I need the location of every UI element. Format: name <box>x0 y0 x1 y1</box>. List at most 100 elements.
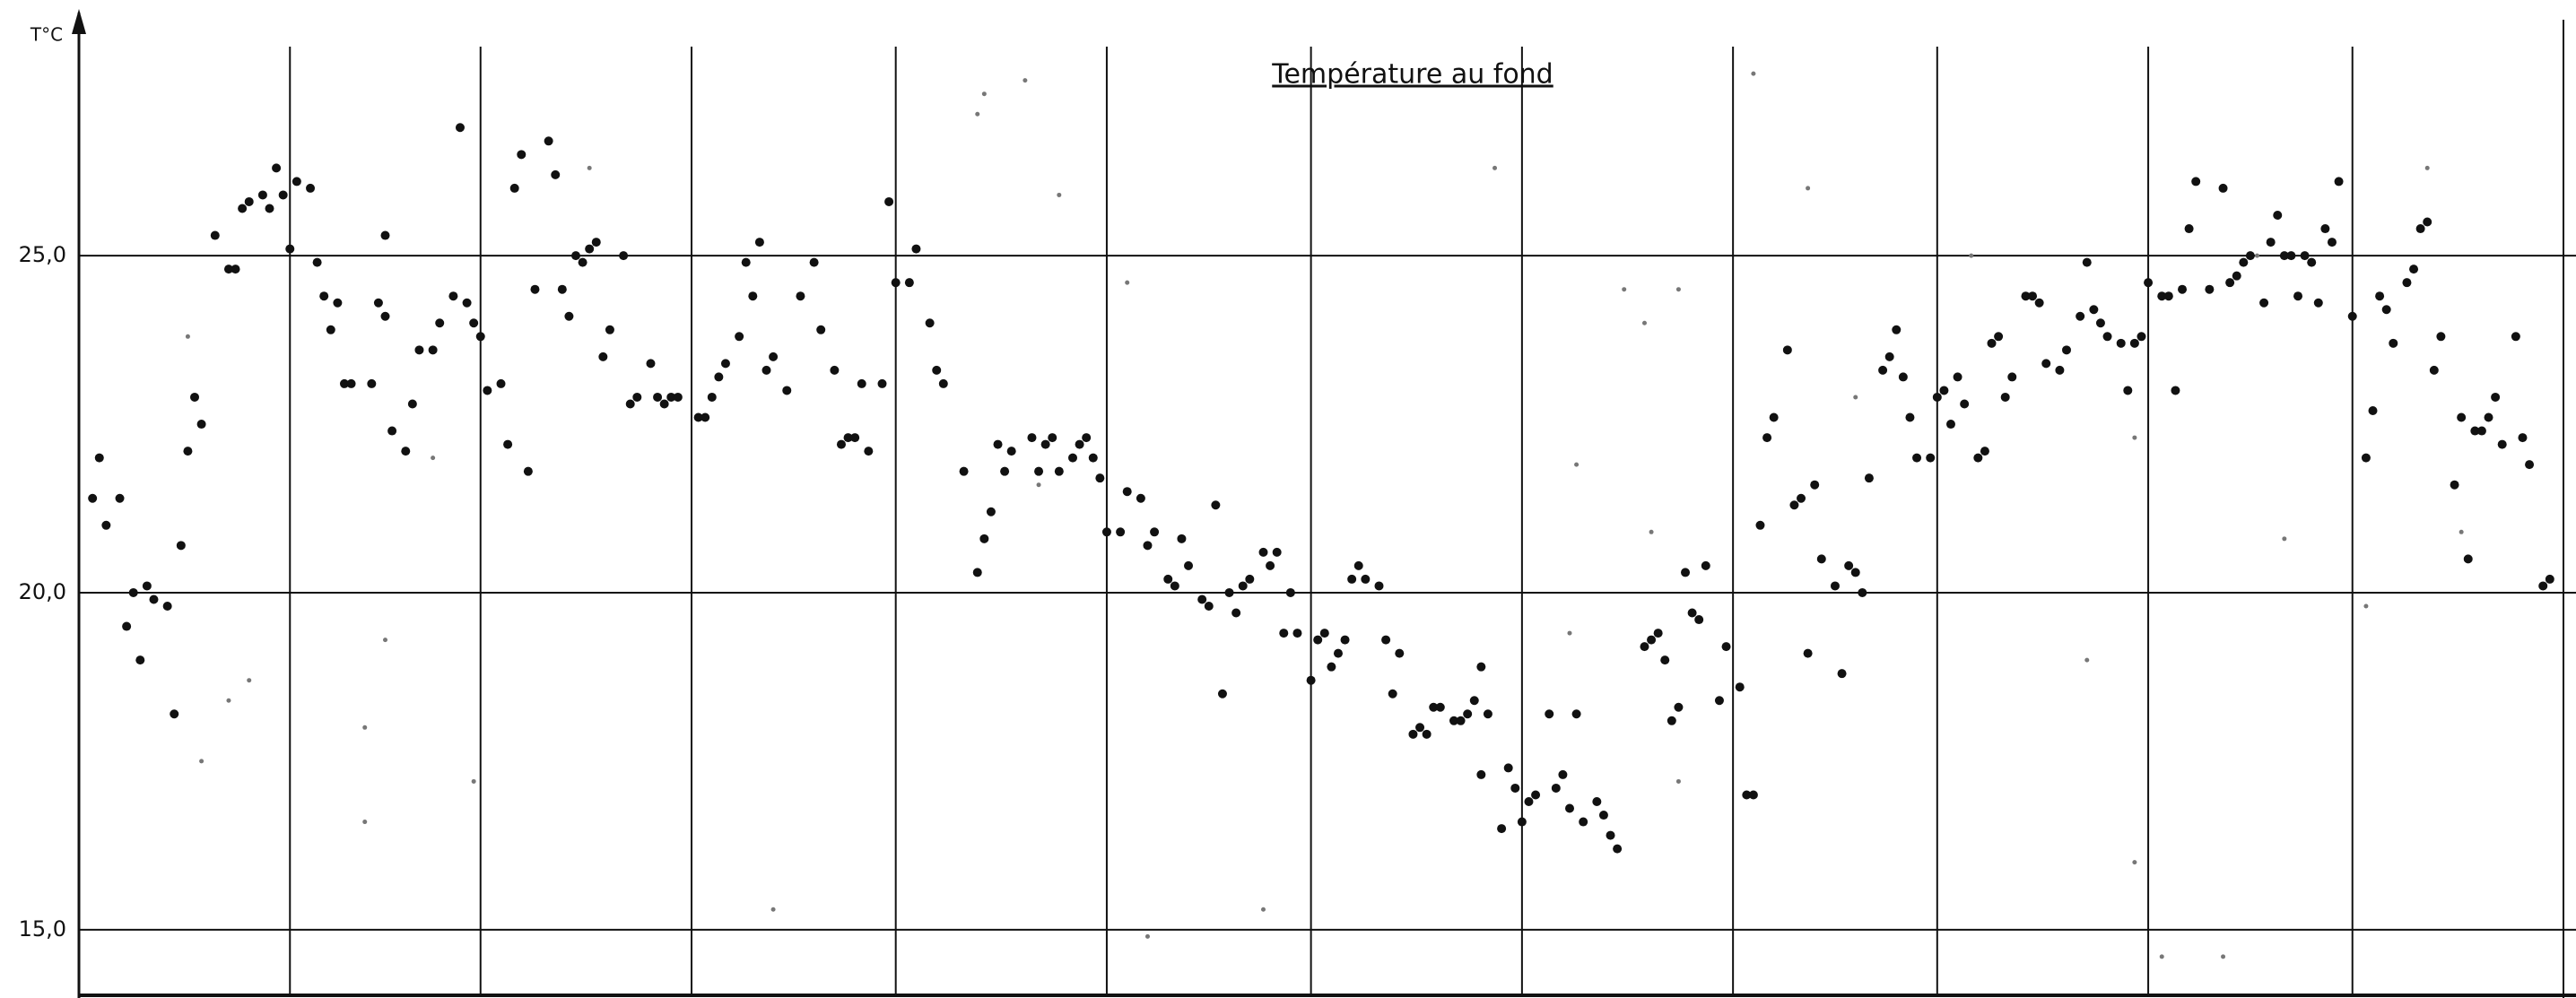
data-point <box>2007 372 2017 382</box>
faint-point <box>362 725 368 730</box>
data-point <box>2450 480 2459 490</box>
data-point <box>2334 177 2344 187</box>
data-point <box>1714 696 1724 706</box>
data-point <box>1524 797 1534 806</box>
data-point <box>2525 460 2535 470</box>
data-point <box>523 466 533 476</box>
data-point <box>2041 359 2051 369</box>
faint-point <box>1567 630 1572 636</box>
data-point <box>1313 635 1323 645</box>
data-point <box>591 238 601 247</box>
data-point <box>1231 608 1241 618</box>
faint-point <box>2254 253 2259 258</box>
data-point <box>319 291 329 301</box>
faint-point <box>199 759 205 764</box>
data-point <box>1000 466 1010 476</box>
data-point <box>1054 466 1064 476</box>
faint-point <box>383 638 388 643</box>
data-point <box>557 284 567 294</box>
faint-point <box>1036 482 1041 488</box>
y-tick-label: 20,0 <box>19 579 66 604</box>
data-point <box>1898 372 1908 382</box>
data-point <box>1027 433 1037 443</box>
faint-point <box>1260 907 1266 912</box>
data-point <box>959 466 969 476</box>
faint-point <box>1649 529 1654 534</box>
data-point <box>509 183 519 193</box>
data-point <box>2239 257 2249 267</box>
data-point <box>714 372 724 382</box>
data-point <box>2021 291 2031 301</box>
data-point <box>101 520 111 530</box>
data-point <box>1272 547 1282 557</box>
data-point <box>1095 473 1105 483</box>
faint-point <box>1641 320 1647 325</box>
data-point <box>816 325 826 334</box>
data-point <box>1217 689 1227 699</box>
data-point <box>1143 541 1153 551</box>
data-point <box>1640 642 1649 652</box>
data-point <box>1987 338 1997 348</box>
data-point <box>1606 830 1615 840</box>
faint-point <box>2132 860 2137 865</box>
data-point <box>2137 332 2146 342</box>
data-point <box>741 257 751 267</box>
data-point <box>2368 406 2378 415</box>
data-point <box>135 655 145 665</box>
data-point <box>1170 581 1179 591</box>
data-point <box>619 251 629 261</box>
data-point <box>891 278 901 288</box>
data-point <box>2389 338 2398 348</box>
data-point <box>2116 338 2126 348</box>
data-point <box>1858 587 1867 597</box>
data-point <box>1279 629 1289 638</box>
data-point <box>1517 817 1527 827</box>
data-point <box>1204 602 1214 611</box>
faint-point <box>226 698 231 703</box>
data-point <box>483 386 492 395</box>
data-point <box>2144 278 2154 288</box>
data-point <box>2102 332 2112 342</box>
faint-point <box>2084 657 2090 663</box>
data-point <box>1939 386 1949 395</box>
faint-point <box>770 907 776 912</box>
data-point <box>578 257 587 267</box>
data-point <box>333 298 343 308</box>
data-point <box>1211 500 1221 510</box>
data-point <box>1551 783 1561 793</box>
data-point <box>564 311 574 321</box>
data-point <box>1476 662 1486 672</box>
data-point <box>1353 560 1363 570</box>
data-point <box>2300 251 2310 261</box>
data-point <box>938 378 948 388</box>
data-point <box>278 190 288 200</box>
data-point <box>1531 790 1541 800</box>
data-point <box>1381 635 1391 645</box>
faint-point <box>1806 186 1811 191</box>
data-point <box>653 392 663 402</box>
data-point <box>1101 527 1111 537</box>
data-point <box>707 392 717 402</box>
faint-point <box>1969 253 1974 258</box>
data-point <box>2062 345 2071 355</box>
faint-point <box>2459 529 2464 534</box>
data-point <box>1844 560 1854 570</box>
faint-point <box>362 820 368 825</box>
data-point <box>1884 351 1894 361</box>
data-point <box>551 169 561 179</box>
data-point <box>1197 594 1207 604</box>
data-point <box>142 581 152 591</box>
data-point <box>2095 318 2105 328</box>
data-point <box>1361 574 1371 584</box>
data-point <box>646 359 656 369</box>
data-point <box>735 332 744 342</box>
data-point <box>843 433 853 443</box>
data-point <box>2129 338 2139 348</box>
data-point <box>428 345 438 355</box>
data-point <box>1687 608 1697 618</box>
data-point <box>1674 702 1684 712</box>
faint-point <box>471 778 476 784</box>
data-point <box>1292 629 1302 638</box>
data-point <box>2511 332 2520 342</box>
data-point <box>2415 224 2425 234</box>
